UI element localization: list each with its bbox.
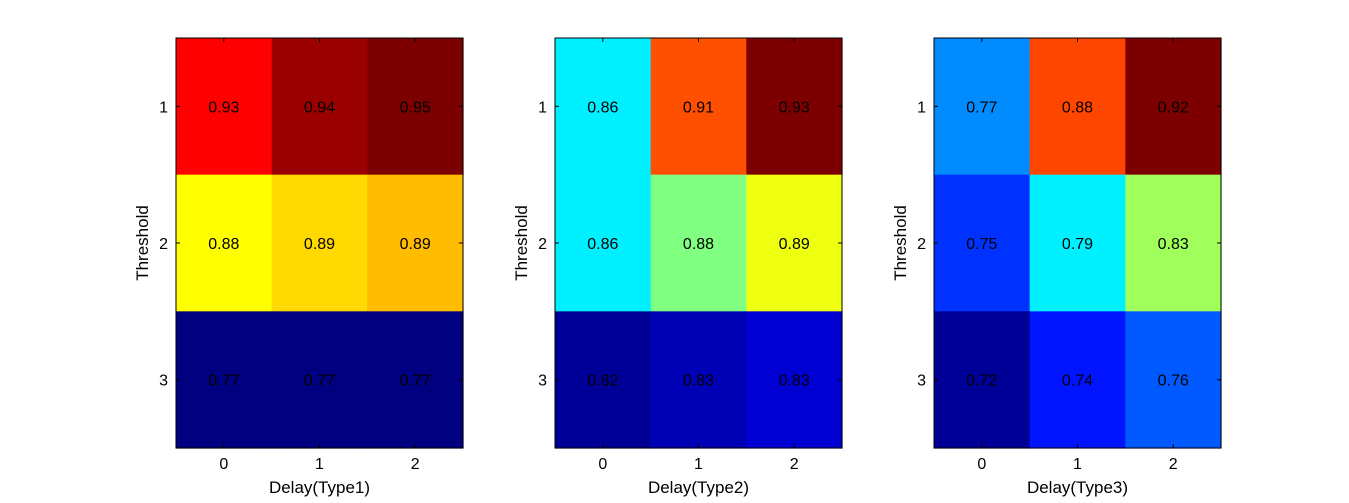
heatmap-cell (271, 38, 368, 176)
cell-value-label: 0.77 (304, 373, 335, 390)
cell-value-label: 0.74 (1062, 373, 1093, 390)
x-tick-label: 1 (694, 456, 703, 473)
cell-value-label: 0.93 (208, 99, 239, 116)
heatmap-cell (176, 38, 273, 176)
heatmap-cell (271, 311, 368, 449)
cell-value-label: 0.83 (1158, 236, 1189, 253)
heatmap-cell (555, 311, 652, 449)
cell-value-label: 0.83 (683, 373, 714, 390)
heatmap-cell (746, 174, 843, 312)
cell-value-label: 0.93 (779, 99, 810, 116)
y-tick-label: 1 (538, 99, 547, 116)
cell-value-label: 0.89 (304, 236, 335, 253)
cell-value-label: 0.75 (966, 236, 997, 253)
cell-value-label: 0.89 (400, 236, 431, 253)
cell-value-label: 0.86 (587, 236, 618, 253)
x-axis-label: Delay(Type2) (648, 478, 749, 497)
heatmap-cell (1125, 311, 1222, 449)
x-tick-label: 0 (598, 456, 607, 473)
x-tick-label: 0 (977, 456, 986, 473)
heatmap-cell (934, 174, 1031, 312)
y-tick-label: 3 (917, 373, 926, 390)
heatmap-cell (1029, 38, 1126, 176)
cell-value-label: 0.95 (400, 99, 431, 116)
y-tick-label: 2 (917, 236, 926, 253)
y-axis-label: Threshold (891, 205, 910, 281)
heatmap-panel-2: 0.86 0.91 0.93 0.86 0.88 0.89 0.82 0.83 0.83 0 1 2 1… (512, 37, 843, 497)
heatmap-cell (650, 311, 747, 449)
cell-value-label: 0.88 (208, 236, 239, 253)
x-tick-label: 2 (411, 456, 420, 473)
cell-value-label: 0.77 (966, 99, 997, 116)
y-axis-label: Threshold (512, 205, 531, 281)
cell-value-label: 0.88 (683, 236, 714, 253)
cell-value-label: 0.76 (1158, 373, 1189, 390)
x-axis-label: Delay(Type1) (269, 478, 370, 497)
heatmap-cell (367, 38, 464, 176)
y-tick-label: 3 (159, 373, 168, 390)
cell-value-label: 0.91 (683, 99, 714, 116)
heatmap-cell (367, 174, 464, 312)
cell-value-label: 0.77 (208, 373, 239, 390)
heatmap-cell (271, 174, 368, 312)
heatmap-cell (650, 174, 747, 312)
x-tick-label: 0 (219, 456, 228, 473)
heatmap-cell (367, 311, 464, 449)
heatmap-cell (934, 311, 1031, 449)
y-axis-label: Threshold (133, 205, 152, 281)
x-tick-label: 2 (790, 456, 799, 473)
y-tick-label: 1 (917, 99, 926, 116)
heatmap-cell (555, 174, 652, 312)
heatmap-cell (1125, 174, 1222, 312)
heatmap-cell (176, 174, 273, 312)
heatmap-cell (934, 38, 1031, 176)
heatmap-panel-3: 0.77 0.88 0.92 0.75 0.79 0.83 0.72 0.74 0.76 0 1 2 1… (891, 37, 1222, 497)
cell-value-label: 0.82 (587, 373, 618, 390)
y-tick-label: 2 (159, 236, 168, 253)
cell-value-label: 0.72 (966, 373, 997, 390)
x-tick-label: 1 (315, 456, 324, 473)
heatmap-cell (1029, 174, 1126, 312)
x-tick-label: 1 (1073, 456, 1082, 473)
heatmap-cell (746, 38, 843, 176)
cell-value-label: 0.88 (1062, 99, 1093, 116)
heatmap-cell (555, 38, 652, 176)
cell-value-label: 0.94 (304, 99, 335, 116)
cell-value-label: 0.92 (1158, 99, 1189, 116)
heatmap-cell (650, 38, 747, 176)
y-tick-label: 3 (538, 373, 547, 390)
heatmap-cell (746, 311, 843, 449)
heatmap-cell (1029, 311, 1126, 449)
x-axis-label: Delay(Type3) (1027, 478, 1128, 497)
heatmap-cell (1125, 38, 1222, 176)
cell-value-label: 0.89 (779, 236, 810, 253)
cell-value-label: 0.83 (779, 373, 810, 390)
heatmap-cell (176, 311, 273, 449)
cell-value-label: 0.86 (587, 99, 618, 116)
cell-value-label: 0.77 (400, 373, 431, 390)
heatmap-panel-1: 0.93 0.94 0.95 0.88 0.89 0.89 0.77 0.77 0.77 0 1 2 1… (133, 37, 464, 497)
cell-value-label: 0.79 (1062, 236, 1093, 253)
y-tick-label: 2 (538, 236, 547, 253)
x-tick-label: 2 (1169, 456, 1178, 473)
y-tick-label: 1 (159, 99, 168, 116)
